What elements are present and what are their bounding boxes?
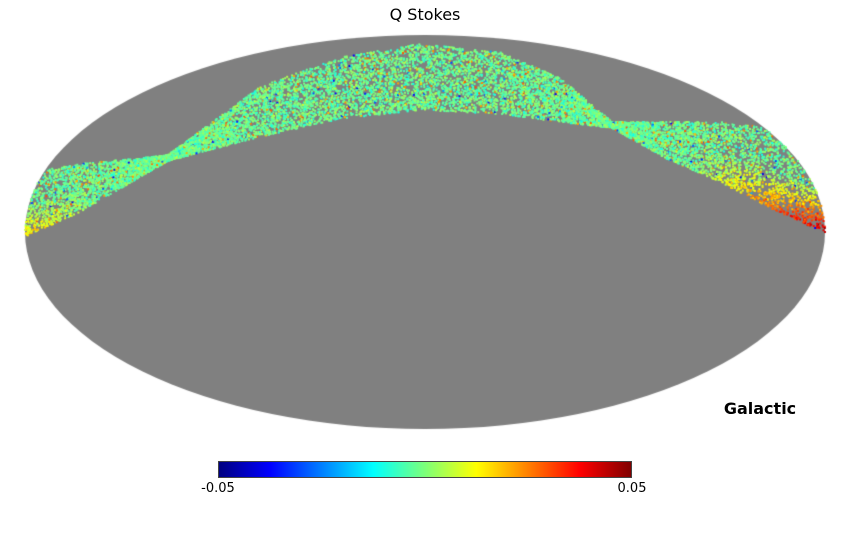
sky-map	[0, 0, 850, 450]
coordinate-label: Galactic	[723, 399, 797, 418]
colorbar: -0.05 0.05	[201, 461, 646, 496]
colorbar-min-label: -0.05	[201, 481, 235, 496]
plot-title: Q Stokes	[389, 5, 461, 24]
colorbar-gradient	[218, 461, 632, 478]
colorbar-max-label: 0.05	[617, 481, 647, 496]
